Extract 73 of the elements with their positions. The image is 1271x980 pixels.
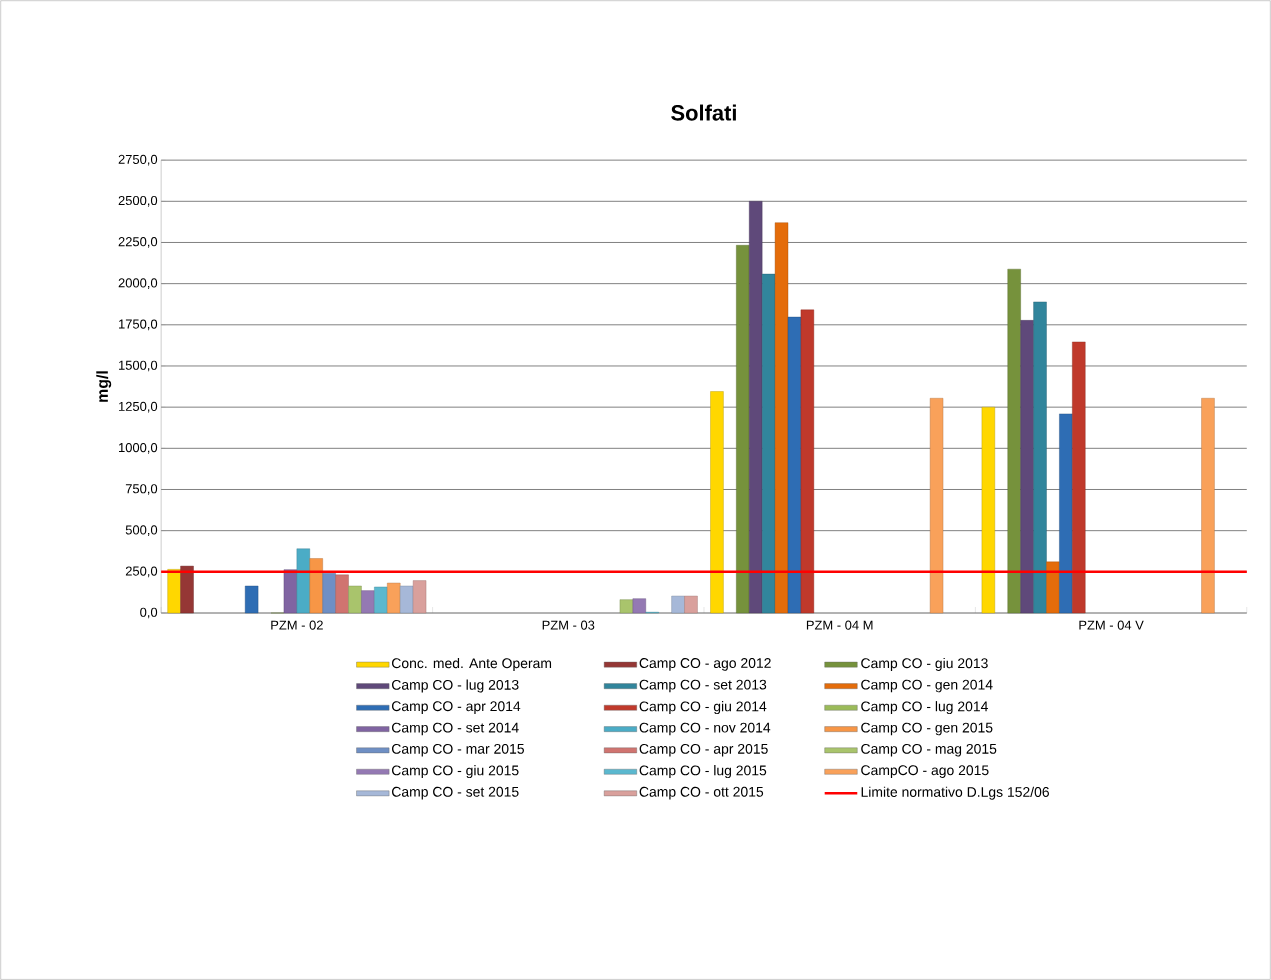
bar [387,582,401,614]
legend-label: Camp CO - gen 2014 [861,679,993,693]
bar [167,569,181,614]
legend-label: CampCO - ago 2015 [861,765,989,778]
bar [361,590,375,614]
legend-label: Camp CO - set 2013 [639,679,767,693]
bar [412,580,427,614]
bar [335,574,349,614]
y-tick-label: 750,0 [125,484,158,495]
bar [981,406,996,614]
bar [632,598,646,614]
x-tick-label: PZM - 04 M [806,620,873,630]
y-tick-label: 1500,0 [119,360,158,372]
y-tick-label: 2000,0 [118,278,158,289]
bar [322,573,336,614]
bar [929,398,944,614]
legend-label: Camp CO - apr 2015 [639,743,768,757]
legend-label: Camp CO - giu 2015 [392,765,519,779]
bar [761,273,776,614]
legend-label: Camp CO - ago 2012 [639,658,771,671]
legend-label: Camp CO - apr 2014 [392,701,521,714]
bar [1046,561,1060,614]
bar [374,586,388,614]
legend-label: Camp CO - lug 2013 [392,679,519,693]
bar [1072,341,1086,614]
bar [244,585,259,614]
bar [1033,301,1047,614]
bar [619,599,634,614]
legend-label: Camp CO - set 2014 [392,722,519,736]
bar [774,222,789,614]
legend-label: Camp CO - mag 2015 [861,743,997,757]
y-tick-label: 250,0 [125,566,158,578]
bar [671,595,685,614]
bar [400,585,414,614]
y-tick-label: 2500,0 [118,195,158,207]
y-tick-label: 1250,0 [119,401,158,413]
bar [1201,398,1215,614]
legend-label: Camp CO - giu 2014 [639,701,767,715]
x-tick-label: PZM - 02 [271,620,323,630]
legend-label: Camp CO - lug 2015 [639,765,767,779]
legend-label: Camp CO - lug 2014 [861,701,988,715]
legend-label: Camp CO - mar 2015 [392,743,524,757]
legend-label: Camp CO - ott 2015 [639,786,764,800]
bar [283,569,298,614]
legend-label: Camp CO - gen 2015 [861,722,993,736]
legend-label: Limite normativo D.Lgs 152/06 [861,786,1049,800]
y-tick-label: 2250,0 [118,237,158,248]
y-tick-label: 0,0 [140,607,158,619]
bar [180,565,194,614]
y-axis-title: mg/l [96,371,112,402]
bar [736,245,750,614]
bar [348,585,362,614]
chart-title: Solfati [671,104,736,121]
bar [787,316,802,614]
legend-label: Camp CO - set 2015 [392,786,519,800]
y-tick-label: 1000,0 [119,442,158,454]
bar [1020,320,1034,614]
bar [684,595,698,614]
x-tick-label: PZM - 03 [542,620,595,630]
y-tick-label: 2750,0 [118,154,158,166]
y-tick-label: 1750,0 [119,319,158,331]
legend-label: Camp CO - nov 2014 [639,722,771,736]
bar [1059,413,1073,614]
bar [800,309,815,614]
bar [710,391,724,614]
bar [749,201,763,614]
y-tick-label: 500,0 [125,525,158,536]
bar [309,558,323,614]
bar [1007,268,1021,614]
legend-label: Camp CO - giu 2013 [861,657,988,671]
bar [296,548,310,614]
x-tick-label: PZM - 04 V [1079,620,1144,630]
legend-label: Conc. med. Ante Operam [392,657,552,671]
